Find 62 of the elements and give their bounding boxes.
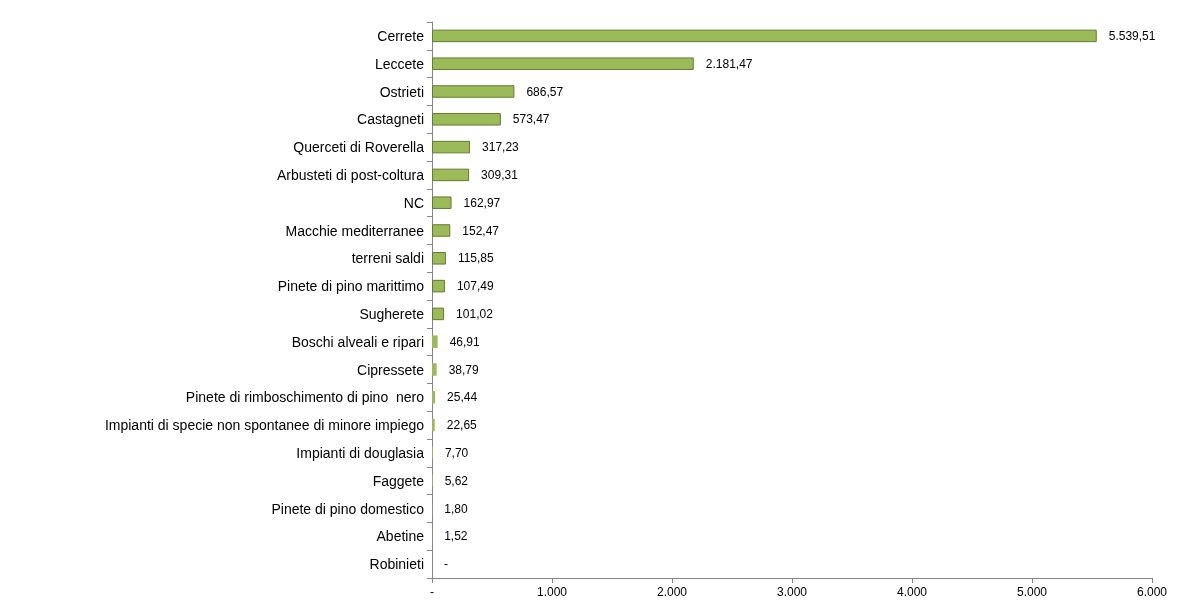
- x-tick-label: 3.000: [776, 585, 808, 599]
- bar: [432, 140, 471, 154]
- data-label: -: [444, 557, 448, 572]
- data-label: 1,80: [444, 501, 468, 516]
- bar: [432, 85, 515, 98]
- bar: [432, 307, 445, 321]
- x-tick-label: 6.000: [1136, 585, 1168, 599]
- y-tick-label: Macchie mediterranee: [285, 222, 425, 239]
- data-label: 22,65: [446, 418, 478, 433]
- y-tick-label: Pinete di pino domestico: [271, 500, 425, 517]
- data-label: 686,57: [526, 84, 564, 99]
- y-tick-label: Cipressete: [357, 361, 425, 378]
- y-tick-label: Faggete: [372, 472, 425, 489]
- bar: [432, 335, 438, 348]
- y-tick-label: Pinete di pino marittimo: [277, 278, 425, 295]
- y-tick-label: Castagneti: [357, 111, 424, 128]
- data-label: 25,44: [447, 390, 478, 405]
- bar: [432, 418, 435, 432]
- data-label: 2.181,47: [705, 56, 753, 71]
- y-tick-label: Pinete di rimboschimento di pino nero: [185, 389, 425, 406]
- bar: [432, 252, 446, 265]
- data-label: 107,49: [456, 279, 494, 294]
- data-label: 101,02: [456, 306, 494, 321]
- y-tick-label: Ostrieti: [379, 83, 424, 100]
- x-tick-label: 1.000: [536, 585, 568, 599]
- y-tick-label: Abetine: [376, 528, 425, 545]
- data-label: 38,79: [448, 362, 480, 377]
- data-label: 162,97: [463, 195, 501, 210]
- bar: [432, 196, 452, 209]
- data-label: 309,31: [481, 167, 519, 182]
- x-tick-label: 2.000: [656, 585, 688, 599]
- x-tick-label: 4.000: [896, 585, 928, 599]
- y-tick-label: Impianti di specie non spontanee di minore impiego: [104, 417, 425, 434]
- bar: [432, 391, 436, 404]
- bar: [432, 224, 451, 237]
- data-label: 7,70: [444, 445, 469, 460]
- x-tick-label: 5.000: [1016, 585, 1048, 599]
- y-tick-label: NC: [403, 194, 424, 211]
- bar: [432, 29, 1097, 43]
- y-tick-label: Leccete: [374, 55, 425, 72]
- y-tick-label: Arbusteti di post-coltura: [276, 166, 425, 183]
- data-label: 152,47: [462, 223, 500, 238]
- y-tick-label: Sugherete: [359, 305, 425, 322]
- bar: [432, 57, 694, 70]
- data-label: 46,91: [449, 334, 480, 349]
- y-tick-label: Impianti di douglasia: [296, 444, 425, 461]
- y-tick-label: Cerrete: [377, 27, 425, 44]
- data-label: 5.539,51: [1108, 28, 1156, 43]
- data-label: 1,52: [444, 529, 468, 544]
- data-label: 5,62: [444, 473, 469, 488]
- data-label: 573,47: [512, 112, 550, 127]
- y-tick-label: terreni saldi: [351, 250, 424, 267]
- data-label: 317,23: [482, 140, 520, 155]
- bar: [432, 279, 445, 293]
- x-tick-label: -: [430, 585, 434, 599]
- y-tick-label: Robinieti: [369, 556, 424, 573]
- bar: [432, 113, 501, 126]
- bar: [432, 363, 437, 376]
- y-tick-label: Querceti di Roverella: [293, 139, 425, 156]
- data-label: 115,85: [457, 251, 495, 266]
- bar: [432, 168, 470, 182]
- y-tick-label: Boschi alveali e ripari: [291, 333, 424, 350]
